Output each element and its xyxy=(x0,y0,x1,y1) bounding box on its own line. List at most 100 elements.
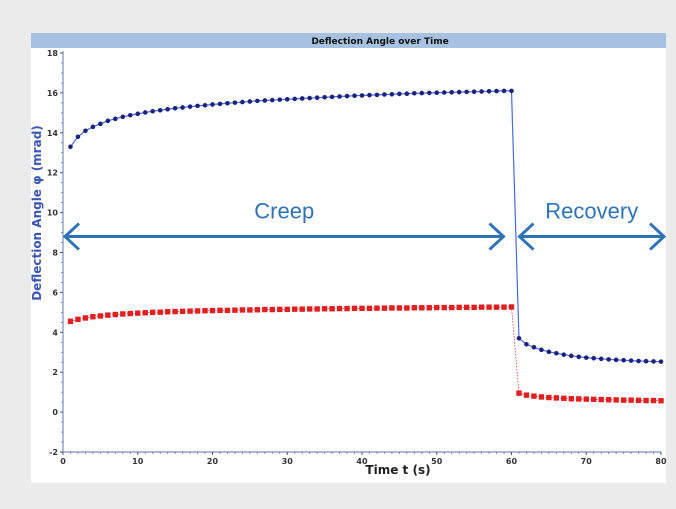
x-tick-label: 50 xyxy=(431,457,443,466)
series-2-point xyxy=(314,306,320,312)
x-tick-label: 70 xyxy=(581,457,593,466)
series-2-point xyxy=(135,310,141,316)
series-1-point xyxy=(613,357,619,363)
series-2-point xyxy=(277,306,283,313)
series-1-point xyxy=(180,105,185,110)
series-1-point xyxy=(187,104,193,109)
series-2-point xyxy=(142,310,148,316)
series-2-point xyxy=(613,397,619,403)
series-2-point xyxy=(591,396,597,403)
series-1-point xyxy=(262,98,268,103)
series-2-point xyxy=(127,310,133,317)
series-2-point xyxy=(247,307,253,313)
series-2-point xyxy=(90,314,96,320)
annotation-label: Recovery xyxy=(545,199,638,224)
series-2-point xyxy=(538,394,545,400)
series-2-point xyxy=(239,307,246,313)
series-1-point xyxy=(382,92,387,97)
series-1-point xyxy=(561,352,567,357)
annotation-arrow-head-left xyxy=(517,222,535,251)
series-1-point xyxy=(98,121,103,127)
series-1-point xyxy=(509,88,514,94)
series-2-point xyxy=(426,305,432,311)
series-1-point xyxy=(195,103,200,109)
series-2-point xyxy=(232,307,238,313)
series-2-point xyxy=(583,396,589,402)
chart-svg: Deflection Angle over Time -202468101214… xyxy=(31,33,666,477)
series-1-point xyxy=(471,89,477,95)
series-2-point xyxy=(381,305,388,311)
series-1-point xyxy=(621,357,626,363)
series-1-point xyxy=(120,114,126,120)
series-1-point xyxy=(83,128,88,134)
series-2-point xyxy=(486,304,492,310)
series-1-point xyxy=(449,90,455,95)
series-1-point xyxy=(628,358,634,363)
chart-title: Deflection Angle over Time xyxy=(311,37,448,47)
series-1-point xyxy=(464,89,469,95)
series-2-point xyxy=(374,305,380,311)
series-2-point xyxy=(262,306,268,313)
series-1-point xyxy=(284,96,290,102)
series-2-point xyxy=(658,398,664,404)
series-1-point xyxy=(516,335,522,341)
series-2-point xyxy=(120,311,126,317)
y-tick-label: 14 xyxy=(47,129,59,138)
series-2-point xyxy=(112,311,119,318)
y-tick-label: 12 xyxy=(47,169,58,178)
series-2-point xyxy=(329,306,335,312)
series-2-point xyxy=(209,307,216,314)
series-2-point xyxy=(449,304,455,311)
series-1-point xyxy=(389,91,395,97)
series-1-point xyxy=(569,353,574,359)
series-1-point xyxy=(307,95,312,101)
series-2-point xyxy=(389,305,395,311)
series-1-point xyxy=(202,102,208,108)
series-2-point xyxy=(366,305,373,312)
series-2-point xyxy=(396,305,403,311)
series-2-point xyxy=(217,307,223,314)
series-2-point xyxy=(299,306,305,312)
chart-frame: Deflection Angle over Time -2 0 2 4 6 8 10 12 14… xyxy=(31,33,666,483)
x-tick-label: 30 xyxy=(282,457,294,466)
y-tick-label: 16 xyxy=(47,89,59,98)
y-tick-label: -2 xyxy=(49,448,58,457)
series-1-point xyxy=(456,89,462,95)
series-1-point xyxy=(397,91,402,97)
series-2-point xyxy=(516,390,522,396)
series-2-point xyxy=(150,309,156,316)
series-1-point xyxy=(412,90,417,96)
series-2-point xyxy=(478,304,485,310)
y-tick-label: 10 xyxy=(47,209,59,218)
y-tick-label: 0 xyxy=(52,408,58,417)
series-2-point xyxy=(172,308,178,315)
series-2-point xyxy=(67,318,74,325)
series-2-point xyxy=(553,395,560,401)
series-1-point xyxy=(554,350,559,356)
y-tick-label: 2 xyxy=(52,368,58,377)
series-2-point xyxy=(336,305,343,312)
series-1-point xyxy=(210,102,215,107)
series-1-point xyxy=(539,347,544,353)
series-1-point xyxy=(270,97,275,103)
series-2-point xyxy=(75,316,81,323)
series-1-point xyxy=(299,96,305,101)
series-2-point xyxy=(344,305,350,312)
series-2-point xyxy=(202,308,208,314)
x-axis-title: Time t (s) xyxy=(365,463,430,477)
series-1-point xyxy=(90,124,96,130)
series-2-point xyxy=(254,307,261,313)
series-1-point xyxy=(479,89,484,94)
series-2-point xyxy=(411,305,418,311)
series-2-point xyxy=(456,304,462,311)
series-1-line xyxy=(69,90,662,363)
series-2-point xyxy=(523,392,530,398)
series-2-point xyxy=(105,312,111,318)
series-1-point xyxy=(165,106,170,112)
series-2-point xyxy=(463,304,470,311)
series-1-point xyxy=(374,92,380,98)
series-2-point xyxy=(359,305,365,312)
series-1-point xyxy=(419,90,425,96)
series-1-point xyxy=(583,355,589,360)
series-1-point xyxy=(359,93,365,98)
